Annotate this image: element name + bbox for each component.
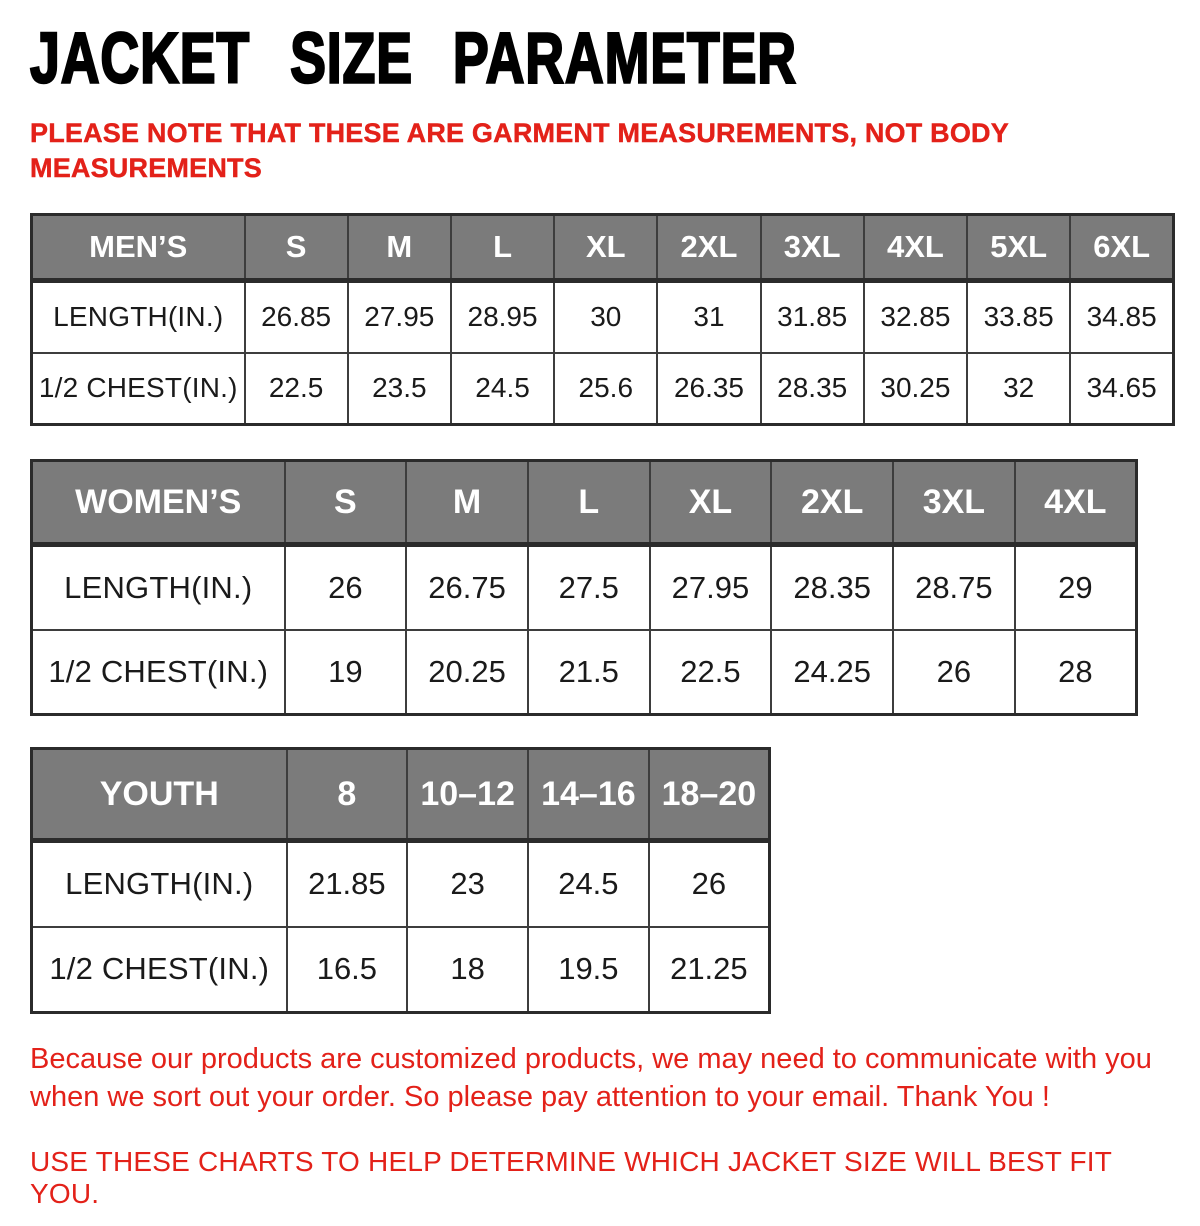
value-cell: 20.25 (405, 628, 529, 716)
value-cell: 27.5 (526, 543, 651, 631)
size-header-cell: 6XL (1069, 213, 1175, 284)
size-header-cell: S (243, 213, 349, 284)
value-cell: 23 (406, 839, 529, 928)
womens-chest-row: 1/2 CHEST(IN.) 19 20.25 21.5 22.5 24.25 … (30, 628, 1138, 716)
customization-notice-line-1: Because our products are customized prod… (30, 1043, 1152, 1076)
size-header-cell: L (449, 213, 556, 284)
womens-length-row: LENGTH(IN.) 26 26.75 27.5 27.95 28.35 28… (30, 543, 1138, 631)
value-cell: 26 (892, 628, 1016, 716)
value-cell: 21.5 (526, 628, 651, 716)
youth-chest-row: 1/2 CHEST(IN.) 16.5 18 19.5 21.25 (30, 925, 771, 1014)
value-cell: 16.5 (285, 925, 409, 1014)
garment-measurement-note: PLEASE NOTE THAT THESE ARE GARMENT MEASU… (30, 116, 1170, 186)
womens-header-row: WOMEN’S S M L XL 2XL 3XL 4XL (30, 459, 1138, 548)
value-cell: 26 (283, 543, 408, 631)
size-header-cell: XL (553, 213, 659, 284)
size-header-cell: S (283, 459, 408, 548)
mens-table-title: MEN’S (30, 213, 246, 284)
row-label-cell: LENGTH(IN.) (30, 279, 246, 354)
chart-usage-tagline: USE THESE CHARTS TO HELP DETERMINE WHICH… (30, 1145, 1112, 1209)
womens-size-table: WOMEN’S S M L XL 2XL 3XL 4XL LENGTH(IN.)… (30, 459, 1138, 717)
value-cell: 32 (966, 351, 1072, 426)
size-header-cell: 5XL (966, 213, 1072, 284)
mens-size-table: MEN’S S M L XL 2XL 3XL 4XL 5XL 6XL LENGT… (30, 213, 1175, 427)
value-cell: 28.35 (759, 351, 865, 426)
mens-chest-row: 1/2 CHEST(IN.) 22.5 23.5 24.5 25.6 26.35… (30, 351, 1175, 426)
value-cell: 23.5 (346, 351, 452, 426)
mens-length-row: LENGTH(IN.) 26.85 27.95 28.95 30 31 31.8… (30, 279, 1175, 354)
size-header-cell: XL (648, 459, 773, 548)
value-cell: 26.85 (243, 279, 349, 354)
note-line-1: PLEASE NOTE THAT THESE ARE GARMENT MEASU… (30, 118, 1009, 148)
value-cell: 22.5 (648, 628, 773, 716)
row-label-cell: 1/2 CHEST(IN.) (30, 351, 246, 426)
jacket-size-chart-page: JACKET SIZE PARAMETER PLEASE NOTE THAT T… (0, 21, 1200, 1210)
customization-notice-line-2: when we sort out your order. So please p… (30, 1081, 1050, 1114)
value-cell: 27.95 (648, 543, 773, 631)
value-cell: 34.65 (1069, 351, 1175, 426)
page-title: JACKET SIZE PARAMETER (29, 17, 797, 99)
value-cell: 26.75 (405, 543, 529, 631)
value-cell: 26.35 (656, 351, 762, 426)
size-header-cell: 4XL (862, 213, 969, 284)
value-cell: 33.85 (966, 279, 1072, 354)
size-header-cell: M (405, 459, 529, 548)
value-cell: 30.25 (862, 351, 969, 426)
size-header-cell: L (526, 459, 651, 548)
size-header-cell: 10–12 (406, 747, 529, 844)
value-cell: 22.5 (243, 351, 349, 426)
youth-header-row: YOUTH 8 10–12 14–16 18–20 (30, 747, 771, 844)
row-label-cell: LENGTH(IN.) (30, 543, 286, 631)
value-cell: 21.25 (647, 925, 771, 1014)
value-cell: 25.6 (553, 351, 659, 426)
value-cell: 24.5 (527, 839, 650, 928)
value-cell: 31.85 (759, 279, 865, 354)
youth-size-table: YOUTH 8 10–12 14–16 18–20 LENGTH(IN.) 21… (30, 747, 771, 1015)
value-cell: 21.85 (285, 839, 409, 928)
value-cell: 32.85 (862, 279, 969, 354)
customization-notice: Because our products are customized prod… (30, 1040, 1170, 1117)
value-cell: 27.95 (346, 279, 452, 354)
size-header-cell: 4XL (1013, 459, 1138, 548)
size-header-cell: 2XL (656, 213, 762, 284)
value-cell: 31 (656, 279, 762, 354)
value-cell: 19 (283, 628, 408, 716)
size-header-cell: 18–20 (647, 747, 771, 844)
value-cell: 18 (406, 925, 529, 1014)
note-line-2: MEASUREMENTS (30, 153, 262, 184)
value-cell: 24.25 (770, 628, 895, 716)
value-cell: 24.5 (449, 351, 556, 426)
value-cell: 28.95 (449, 279, 556, 354)
youth-length-row: LENGTH(IN.) 21.85 23 24.5 26 (30, 839, 771, 928)
size-header-cell: 3XL (892, 459, 1016, 548)
value-cell: 34.85 (1069, 279, 1175, 354)
mens-header-row: MEN’S S M L XL 2XL 3XL 4XL 5XL 6XL (30, 213, 1175, 284)
youth-table-title: YOUTH (30, 747, 288, 844)
value-cell: 30 (553, 279, 659, 354)
value-cell: 28 (1013, 628, 1138, 716)
value-cell: 28.75 (892, 543, 1016, 631)
size-header-cell: 2XL (770, 459, 895, 548)
womens-table-title: WOMEN’S (30, 459, 286, 548)
size-header-cell: 3XL (759, 213, 865, 284)
value-cell: 26 (647, 839, 771, 928)
size-header-cell: M (346, 213, 452, 284)
value-cell: 28.35 (770, 543, 895, 631)
size-header-cell: 8 (285, 747, 409, 844)
value-cell: 29 (1013, 543, 1138, 631)
row-label-cell: 1/2 CHEST(IN.) (30, 925, 288, 1014)
size-header-cell: 14–16 (527, 747, 650, 844)
row-label-cell: 1/2 CHEST(IN.) (30, 628, 286, 716)
value-cell: 19.5 (527, 925, 650, 1014)
row-label-cell: LENGTH(IN.) (30, 839, 288, 928)
